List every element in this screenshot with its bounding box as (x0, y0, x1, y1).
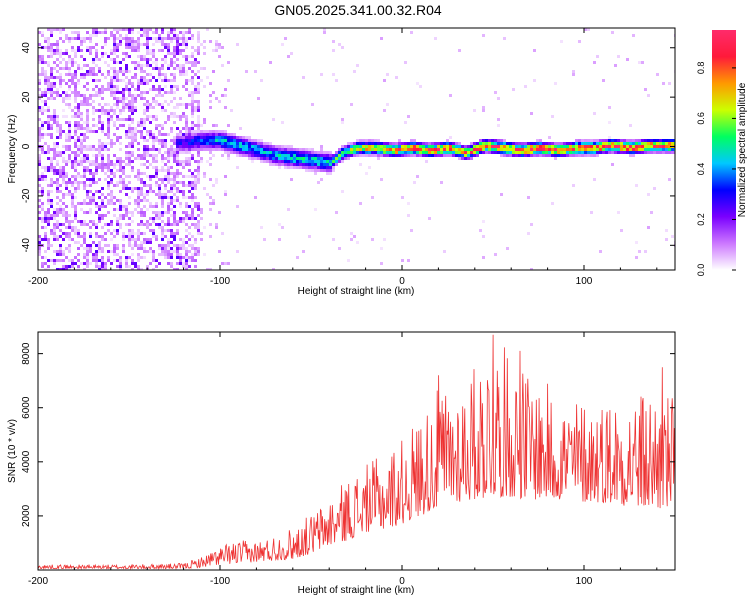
colorbar-tick-label: 0.8 (696, 62, 706, 75)
x-tick-label: -100 (210, 576, 230, 587)
snr-frame (37, 331, 676, 571)
snr-x-label: Height of straight line (km) (298, 585, 415, 596)
page-title: GN05.2025.341.00.32.R04 (274, 2, 442, 18)
y-tick-label: -40 (21, 238, 32, 253)
snr-chart: -200 -100 0 100 2000 4000 6000 8000 Height of … (7, 331, 676, 596)
spectrogram-y-label: Frequency (Hz) (7, 115, 18, 184)
snr-y-axis: 2000 4000 6000 8000 (21, 342, 675, 527)
y-tick-label: 6000 (21, 396, 32, 419)
spectrogram-cells (38, 28, 675, 270)
x-tick-label: 0 (399, 276, 405, 287)
spectrogram-frame (37, 27, 676, 271)
snr-x-axis: -200 -100 0 100 (28, 332, 658, 587)
colorbar-tick-label: 0.6 (696, 112, 706, 125)
colorbar-tick-label: 0.2 (696, 213, 706, 226)
y-tick-label: 2000 (21, 504, 32, 527)
colorbar: 0.0 0.2 0.4 0.6 0.8 Normalized spectral ampl… (696, 30, 748, 276)
x-tick-label: 0 (399, 576, 405, 587)
colorbar-tick-label: 0.4 (696, 163, 706, 176)
snr-background (38, 332, 675, 570)
y-tick-label: 40 (21, 42, 32, 54)
x-tick-label: -200 (28, 576, 48, 587)
y-tick-label: -20 (21, 188, 32, 203)
x-tick-label: 100 (576, 276, 593, 287)
snr-y-label: SNR (10 * v/v) (7, 419, 18, 483)
y-tick-label: 0 (21, 143, 32, 149)
x-tick-label: -100 (210, 276, 230, 287)
colorbar-ticks: 0.0 0.2 0.4 0.6 0.8 (696, 62, 736, 277)
spectrogram-x-axis: -200 -100 0 100 (28, 28, 658, 287)
x-tick-label: 100 (576, 576, 593, 587)
y-tick-label: 8000 (21, 342, 32, 365)
y-tick-label: 4000 (21, 450, 32, 473)
snr-series-line (38, 334, 675, 570)
y-tick-label: 20 (21, 91, 32, 103)
colorbar-tick-label: 0.0 (696, 264, 706, 277)
x-tick-label: -200 (28, 276, 48, 287)
spectrogram-x-label: Height of straight line (km) (298, 286, 415, 297)
colorbar-label: Normalized spectral amplitude (737, 82, 748, 217)
colorbar-gradient (712, 30, 736, 270)
spectrogram-y-axis: -40 -20 0 20 40 (21, 42, 675, 253)
